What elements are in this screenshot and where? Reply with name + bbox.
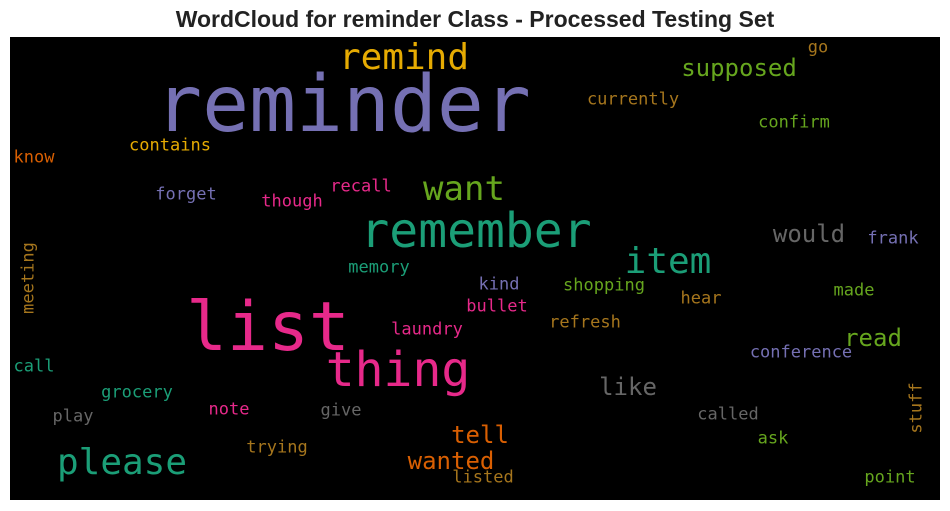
word-list: list — [186, 288, 350, 367]
word-tell: tell — [451, 421, 509, 449]
word-note: note — [208, 399, 250, 420]
wordcloud-canvas: reminder list remember thing remind plea… — [10, 37, 940, 500]
chart-title: WordCloud for reminder Class - Processed… — [175, 6, 775, 32]
word-bullet: bullet — [466, 296, 528, 317]
word-read: read — [844, 324, 902, 352]
word-frank: frank — [867, 228, 919, 249]
word-call: call — [13, 356, 55, 377]
word-would: would — [772, 220, 846, 248]
word-supposed: supposed — [681, 54, 797, 82]
word-grocery: grocery — [101, 382, 173, 403]
word-want: want — [423, 169, 505, 209]
word-made: made — [833, 280, 875, 301]
word-confirm: confirm — [758, 112, 830, 133]
word-reminder: reminder — [155, 60, 531, 150]
word-recall: recall — [330, 176, 392, 197]
word-go: go — [807, 37, 829, 58]
word-forget: forget — [155, 184, 217, 205]
word-conference: conference — [749, 342, 853, 363]
word-remember: remember — [360, 203, 592, 259]
word-called: called — [697, 404, 759, 425]
word-item: item — [624, 241, 712, 282]
word-ask: ask — [757, 428, 789, 449]
word-kind: kind — [478, 274, 520, 295]
word-give: give — [320, 400, 362, 421]
word-please: please — [56, 442, 188, 483]
word-memory: memory — [348, 257, 410, 278]
word-thing: thing — [325, 342, 471, 398]
word-know: know — [13, 147, 55, 168]
word-shopping: shopping — [563, 275, 645, 296]
word-play: play — [52, 406, 94, 427]
word-remind: remind — [338, 37, 470, 78]
word-though: though — [261, 191, 323, 212]
word-contains: contains — [129, 135, 211, 156]
word-point: point — [864, 467, 916, 488]
word-refresh: refresh — [549, 312, 621, 333]
word-wanted: wanted — [407, 447, 495, 475]
word-trying: trying — [246, 437, 308, 458]
word-meeting: meeting — [18, 242, 39, 314]
word-currently: currently — [586, 89, 680, 110]
word-like: like — [599, 373, 657, 401]
word-stuff: stuff — [906, 382, 927, 434]
word-hear: hear — [680, 288, 722, 309]
word-listed: listed — [452, 467, 514, 488]
word-laundry: laundry — [391, 319, 463, 340]
